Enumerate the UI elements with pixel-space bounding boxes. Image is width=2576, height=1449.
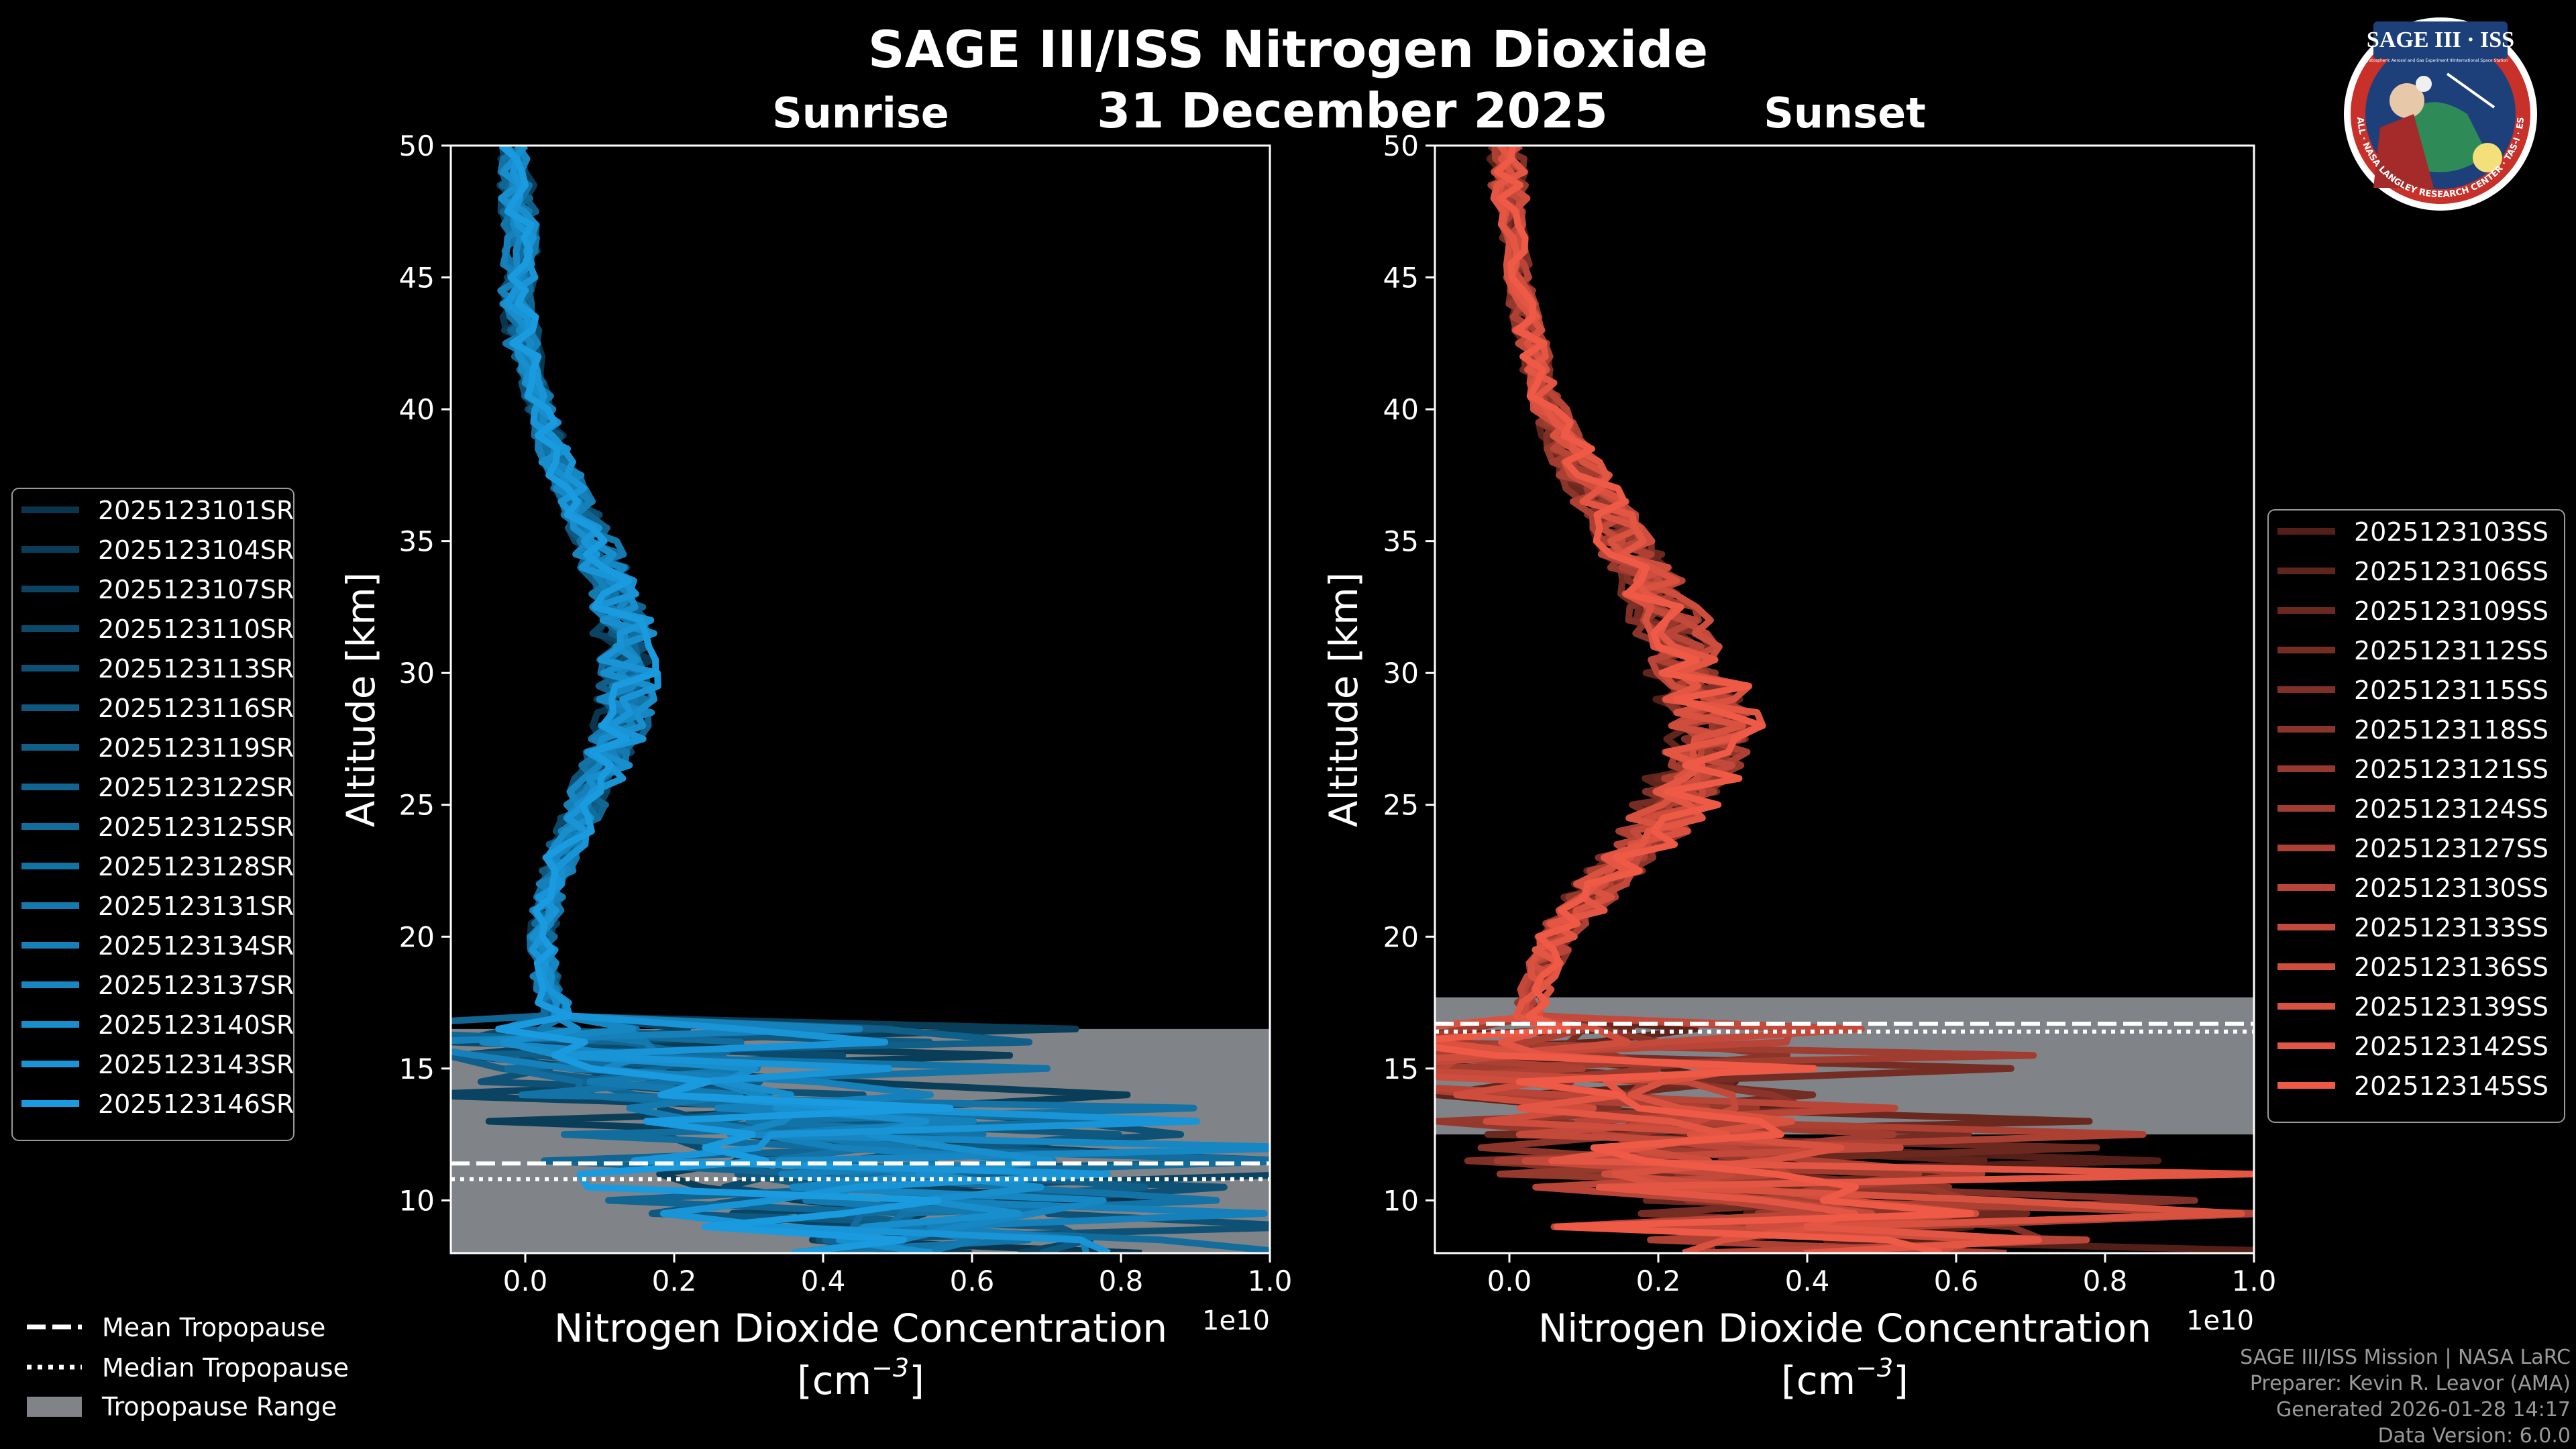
legend-entry-2025123143SR: 2025123143SR [98,1050,294,1079]
sunset-y-axis-label: Altitude [km] [1321,572,1366,827]
legend-entry-2025123140SR: 2025123140SR [98,1010,294,1040]
legend-entry-2025123142SS: 2025123142SS [2354,1032,2548,1061]
x-tick-label: 0.2 [652,1265,697,1297]
legend-entry-2025123118SS: 2025123118SS [2354,715,2548,745]
y-tick-label: 30 [399,657,435,690]
sunset-legend: 2025123103SS 2025123106SS 2025123109SS 2025… [2267,509,2565,1123]
legend-entry-2025123125SR: 2025123125SR [98,812,294,842]
legend-entry-2025123103SS: 2025123103SS [2354,517,2548,547]
axes-frame [449,144,1271,1254]
footer-mission: SAGE III/ISS Mission | NASA LaRC [2240,1346,2571,1369]
sunrise-x-offset-label: 1e10 [1202,1305,1270,1336]
y-tick-label: 40 [1383,393,1419,426]
y-tick-label: 30 [1383,657,1419,690]
y-tick-label: 50 [399,129,435,162]
legend-entry-2025123134SR: 2025123134SR [98,931,294,961]
legend-entry-2025123133SS: 2025123133SS [2354,913,2548,943]
y-tick-label: 25 [399,789,435,822]
legend-entry-2025123119SR: 2025123119SR [98,733,294,763]
footer-preparer: Preparer: Kevin R. Leavor (AMA) [2249,1372,2571,1395]
legend-entry-2025123131SR: 2025123131SR [98,892,294,921]
legend-entry-2025123106SS: 2025123106SS [2354,557,2548,586]
sunset-x-axis-label: Nitrogen Dioxide Concentration [1538,1305,2151,1351]
profile-line-2025123146SR [495,146,954,1253]
footer-generated: Generated 2026-01-28 14:17 [2275,1398,2571,1421]
footer-credits: SAGE III/ISS Mission | NASA LaRC Prepare… [2240,1344,2571,1449]
legend-entry-2025123139SS: 2025123139SS [2354,992,2548,1022]
legend-entry-2025123104SR: 2025123104SR [98,535,294,565]
legend-entry-2025123124SS: 2025123124SS [2354,794,2548,824]
axes-frame [1434,144,2255,1254]
y-tick-label: 35 [399,525,435,558]
sunrise-y-axis-label: Altitude [km] [338,572,384,827]
x-tick-label: 0.8 [2083,1265,2128,1297]
legend-entry-2025123115SS: 2025123115SS [2354,676,2548,705]
chart-date: 31 December 2025 [1097,83,1608,139]
legend-entry-2025123113SR: 2025123113SR [98,654,294,684]
y-tick-label: 45 [399,262,435,294]
legend-entry-2025123130SS: 2025123130SS [2354,873,2548,903]
x-tick-label: 0.0 [1487,1265,1532,1297]
x-tick-label: 0.6 [1934,1265,1979,1297]
x-tick-label: 0.2 [1636,1265,1681,1297]
y-tick-label: 40 [399,393,435,426]
x-tick-label: 0.4 [1785,1265,1830,1297]
legend-entry-2025123112SS: 2025123112SS [2354,636,2548,665]
x-tick-label: 0.0 [503,1265,548,1297]
profile-line-2025123145SS [1435,146,1974,1253]
y-tick-label: 20 [1383,920,1419,953]
legend-entry-2025123145SS: 2025123145SS [2354,1071,2548,1101]
logo-subtitle-right: International Space Station [2453,58,2508,63]
y-tick-label: 15 [1383,1053,1419,1085]
legend-tropopause-range-label: Tropopause Range [101,1392,337,1421]
legend-mean-tropopause-label: Mean Tropopause [102,1313,325,1342]
legend-entry-2025123121SS: 2025123121SS [2354,755,2548,784]
y-tick-label: 15 [399,1053,435,1085]
y-tick-label: 20 [399,920,435,953]
legend-entry-2025123110SR: 2025123110SR [98,614,294,644]
legend-entry-2025123128SR: 2025123128SR [98,852,294,881]
footer-data-version: Data Version: 6.0.0 [2377,1424,2571,1448]
x-tick-label: 1.0 [1248,1265,1293,1297]
sunset-x-axis-unit: [cm−3] [1781,1353,1909,1403]
y-tick-label: 45 [1383,262,1419,294]
legend-entry-2025123127SS: 2025123127SS [2354,834,2548,863]
x-tick-label: 0.6 [950,1265,995,1297]
logo-subtitle-left: Stratospheric Aerosol and Gas Experiment… [2363,58,2454,63]
x-tick-label: 1.0 [2232,1265,2277,1297]
legend-tropopause-range-swatch [27,1397,82,1417]
sunrise-legend: 2025123101SR 2025123104SR 2025123107SR 2025… [11,488,294,1141]
y-tick-label: 50 [1383,129,1419,162]
y-tick-label: 35 [1383,525,1419,558]
chart-title: SAGE III/ISS Nitrogen Dioxide [868,19,1708,79]
legend-entry-2025123136SS: 2025123136SS [2354,953,2548,982]
legend-entry-2025123137SR: 2025123137SR [98,971,294,1000]
logo-title: SAGE III · ISS [2367,28,2514,52]
sunrise-panel: 10 15 20 25 30 35 40 45 50 0.0 0.2 0.4 0.6 0.8 1.0 [399,129,1293,1297]
legend-median-tropopause-label: Median Tropopause [102,1353,349,1383]
x-tick-label: 0.8 [1099,1265,1144,1297]
legend-box [11,488,294,1141]
legend-entry-2025123116SR: 2025123116SR [98,694,294,723]
y-tick-label: 25 [1383,789,1419,822]
sunset-panel: 10 15 20 25 30 35 40 45 50 0.0 0.2 0.4 0.6 0.8 1.0 [1383,129,2277,1297]
legend-entry-2025123101SR: 2025123101SR [98,496,294,525]
sunrise-x-axis-unit: [cm−3] [797,1353,924,1403]
panel-title-sunset: Sunset [1764,89,1926,138]
legend-entry-2025123122SR: 2025123122SR [98,773,294,802]
tropopause-legend: Mean Tropopause Median Tropopause Tropop… [27,1313,349,1421]
sunrise-x-axis-label: Nitrogen Dioxide Concentration [554,1305,1167,1351]
sunset-x-offset-label: 1e10 [2186,1305,2254,1336]
x-tick-label: 0.4 [801,1265,846,1297]
sage-iii-iss-logo: SAGE III · ISS Stratospheric Aerosol and… [2344,17,2537,211]
y-tick-label: 10 [399,1184,435,1217]
legend-entry-2025123109SS: 2025123109SS [2354,596,2548,626]
legend-entry-2025123146SR: 2025123146SR [98,1089,294,1119]
legend-box [2267,509,2565,1123]
y-tick-label: 10 [1383,1184,1419,1217]
panel-title-sunrise: Sunrise [772,89,949,138]
legend-entry-2025123107SR: 2025123107SR [98,575,294,604]
